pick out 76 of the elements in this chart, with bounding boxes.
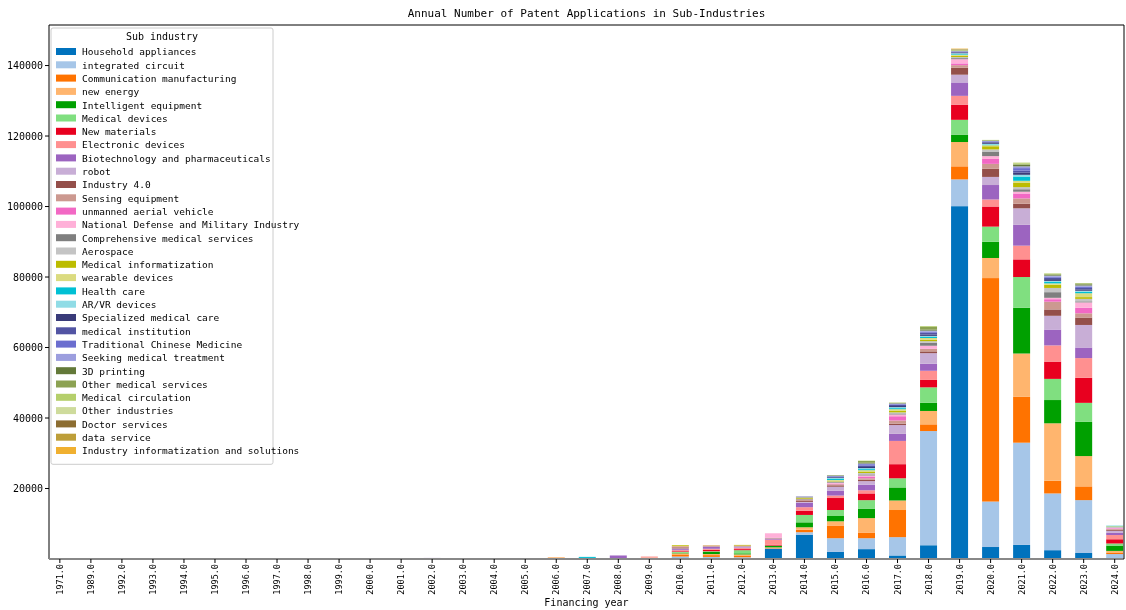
legend-label: Household appliances [82,46,197,58]
x-tick-label: 2005.0 [520,564,531,595]
legend-label: Other medical services [82,378,208,390]
x-tick-label: 1971.0 [54,564,65,595]
legend-label: integrated circuit [82,59,185,71]
y-tick-label: 100000 [6,201,43,213]
x-tick-label: 2011.0 [706,564,717,595]
legend-label: Electronic devices [82,139,185,151]
legend-label: wearable devices [82,272,174,284]
legend-label: Industry 4.0 [82,179,151,191]
legend-label: Health care [82,285,146,297]
x-tick-label: 2000.0 [365,564,376,595]
legend-label: Medical circulation [82,392,191,404]
legend-label: Doctor services [82,418,168,430]
legend-label: new energy [82,86,140,98]
x-tick-label: 1998.0 [303,564,314,595]
legend-label: Traditional Chinese Medicine [82,338,243,350]
x-tick-label: 2007.0 [582,564,593,595]
x-axis-title: Financing year [544,597,629,608]
legend-label: Medical informatization [82,259,214,271]
legend-label: Comprehensive medical services [82,232,254,244]
legend-title: Sub industry [125,31,199,42]
legend-label: Communication manufacturing [82,72,237,84]
x-tick-label: 1995.0 [209,564,220,595]
x-tick-label: 2024.0 [1109,564,1120,595]
x-tick-label: 2015.0 [830,564,841,595]
legend-label: New materials [82,126,157,138]
x-tick-label: 2009.0 [644,564,655,595]
x-tick-label: 2008.0 [613,564,624,595]
x-tick-label: 2012.0 [737,564,748,595]
legend-label: 3D printing [82,365,145,377]
legend-label: Medical devices [82,112,168,124]
legend-label: medical institution [82,325,191,337]
y-tick-label: 80000 [12,271,43,283]
legend-label: Intelligent equipment [82,99,203,111]
legend-label: robot [82,166,111,178]
x-tick-label: 2006.0 [551,564,562,595]
x-tick-label: 2010.0 [675,564,686,595]
x-tick-label: 1989.0 [85,564,96,595]
x-tick-label: 2023.0 [1078,564,1089,595]
x-tick-label: 2016.0 [861,564,872,595]
x-tick-label: 2004.0 [489,564,500,595]
x-tick-label: 2021.0 [1016,564,1027,595]
legend-label: Specialized medical care [82,312,220,324]
x-tick-label: 2017.0 [892,564,903,595]
legend-label: Aerospace [82,245,134,257]
y-tick-label: 140000 [6,60,43,72]
x-tick-label: 1999.0 [334,564,345,595]
x-tick-label: 2003.0 [458,564,469,595]
chart-title: Annual Number of Patent Applications in Sub-Industries [407,7,766,20]
x-tick-label: 2019.0 [954,564,965,595]
x-tick-label: 2013.0 [768,564,779,595]
x-tick-label: 2014.0 [799,564,810,595]
legend-label: Sensing equipment [82,192,180,204]
x-tick-label: 1997.0 [272,564,283,595]
x-tick-label: 1994.0 [178,564,189,595]
x-tick-label: 2022.0 [1047,564,1058,595]
legend-label: Biotechnology and pharmaceuticals [82,152,271,164]
legend-label: unmanned aerial vehicle [82,205,214,217]
legend-label: National Defense and Military Industry [82,219,300,231]
legend-label: Other industries [82,405,174,417]
legend-label: AR/VR devices [82,299,157,311]
x-tick-label: 1993.0 [147,564,158,595]
y-tick-label: 60000 [12,342,43,354]
y-tick-label: 40000 [12,412,43,424]
legend-label: data service [82,432,151,444]
legend-label: Industry informatization and solutions [82,445,300,457]
x-tick-label: 1996.0 [240,564,251,595]
legend-label: Seeking medical treatment [82,352,225,364]
y-tick-label: 20000 [12,483,43,494]
x-tick-label: 1992.0 [116,564,127,595]
x-tick-label: 2002.0 [427,564,438,595]
x-tick-label: 2018.0 [923,564,934,595]
x-tick-label: 2001.0 [396,564,407,595]
y-tick-label: 120000 [6,130,43,142]
x-tick-label: 2020.0 [985,564,996,595]
